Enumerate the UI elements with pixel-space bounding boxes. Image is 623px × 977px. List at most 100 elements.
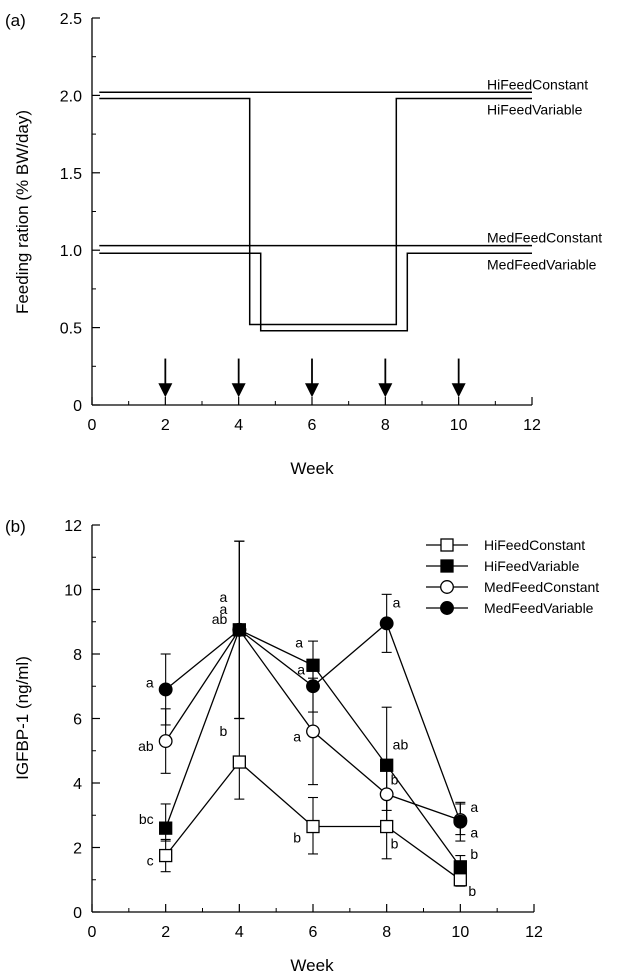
- panel-a-y-tick-label: 0: [73, 398, 82, 415]
- panel-a-label: (a): [5, 11, 26, 30]
- series-label-HiFeedConstant: HiFeedConstant: [487, 76, 588, 92]
- panel-a-y-tick-label: 0.5: [60, 321, 82, 338]
- significance-letter-HiFeedConstant: b: [293, 830, 301, 846]
- legend-marker-HiFeedConstant: [440, 538, 454, 552]
- panel-a-y-tick-label: 1.0: [60, 243, 82, 260]
- significance-letter-HiFeedConstant: b: [220, 723, 228, 739]
- panel-b-x-tick-label: 4: [235, 924, 244, 941]
- legend-marker-HiFeedVariable: [440, 559, 454, 573]
- data-point-MedFeedVariable: [379, 616, 394, 631]
- significance-letter-HiFeedVariable: a: [220, 601, 228, 617]
- significance-letter-MedFeedVariable: a: [470, 825, 478, 841]
- panel-b-x-tick-label: 8: [382, 924, 391, 941]
- panel-b-y-tick-label: 12: [64, 518, 82, 535]
- series-label-MedFeedVariable: MedFeedVariable: [487, 256, 597, 272]
- data-point-MedFeedConstant: [158, 734, 173, 749]
- panel-b-axes: 0 2 4 6 8 10 12 0 2 4 6 8 10 12: [64, 518, 543, 941]
- data-point-HiFeedConstant: [306, 819, 320, 834]
- significance-letter-HiFeedVariable: a: [295, 634, 303, 650]
- panel-a-y-tick-label: 2.5: [60, 11, 82, 28]
- panel-a-x-tick-label: 4: [234, 417, 243, 434]
- data-point-MedFeedVariable: [158, 682, 173, 697]
- sampling-arrow-head: [378, 383, 393, 398]
- panel-a-x-tick-label: 2: [161, 417, 170, 434]
- legend-label-HiFeedVariable: HiFeedVariable: [484, 558, 580, 574]
- significance-letter-HiFeedVariable: ab: [393, 736, 409, 752]
- data-point-MedFeedVariable: [306, 679, 320, 694]
- significance-letter-MedFeedConstant: a: [470, 799, 478, 815]
- panel-a-series: [99, 91, 532, 332]
- significance-letter-HiFeedConstant: c: [147, 853, 154, 869]
- data-point-MedFeedConstant: [379, 787, 394, 802]
- significance-letter-MedFeedVariable: a: [297, 661, 305, 677]
- panel-a-x-axis-label: Week: [290, 459, 334, 478]
- significance-letter-HiFeedVariable: bc: [139, 811, 154, 827]
- series-line-MedFeedVariable: [99, 252, 532, 332]
- panel-b-y-tick-label: 4: [73, 776, 82, 793]
- significance-letter-HiFeedConstant: b: [391, 836, 399, 852]
- panel-a-axes: 0 0.5 1.0 1.5 2.0 2.5 0 2 4 6 8 10 12: [60, 11, 541, 434]
- data-point-HiFeedVariable: [380, 758, 394, 772]
- significance-letter-MedFeedVariable: a: [393, 594, 401, 610]
- significance-letter-HiFeedConstant: b: [468, 883, 476, 899]
- significance-letter-MedFeedConstant: a: [293, 728, 301, 744]
- panel-a-x-tick-label: 0: [88, 417, 97, 434]
- significance-letter-MedFeedVariable: a: [146, 674, 154, 690]
- legend-label-MedFeedConstant: MedFeedConstant: [484, 579, 599, 595]
- panel-a-y-tick-label: 1.5: [60, 166, 82, 183]
- panel-a: (a) 0 0.5 1.0 1.5 2.0 2.5 0 2 4 6 8 10 12 HiFeedCons…: [5, 11, 602, 478]
- data-point-HiFeedConstant: [232, 755, 246, 769]
- legend-marker-MedFeedConstant: [440, 580, 454, 594]
- series-label-MedFeedConstant: MedFeedConstant: [487, 230, 602, 246]
- panel-a-y-axis-label: Feeding ration (% BW/day): [13, 110, 32, 314]
- panel-b-y-tick-label: 6: [73, 712, 82, 729]
- sampling-arrow-head: [451, 383, 466, 398]
- panel-b-x-axis-label: Week: [290, 956, 334, 975]
- data-point-HiFeedVariable: [453, 860, 467, 874]
- panel-b-x-tick-label: 12: [525, 924, 543, 941]
- significance-letter-MedFeedConstant: ab: [212, 611, 228, 627]
- panel-a-y-tick-label: 2.0: [60, 88, 82, 105]
- significance-letter-MedFeedConstant: b: [391, 771, 399, 787]
- legend-marker-MedFeedVariable: [440, 601, 454, 615]
- panel-b-legend: HiFeedConstant HiFeedVariable MedFeedConst…: [426, 537, 599, 616]
- sampling-arrow-head: [158, 383, 173, 398]
- significance-letter-MedFeedVariable: a: [220, 589, 228, 605]
- data-point-MedFeedConstant: [306, 724, 320, 739]
- data-point-HiFeedVariable: [306, 658, 320, 672]
- panel-b-label: (b): [5, 517, 26, 536]
- panel-a-x-tick-label: 10: [450, 417, 468, 434]
- panel-b-x-tick-label: 10: [451, 924, 469, 941]
- panel-b-y-tick-label: 10: [64, 583, 82, 600]
- data-point-HiFeedVariable: [159, 821, 173, 835]
- sampling-arrow-head: [305, 383, 319, 398]
- panel-b-x-tick-label: 0: [88, 924, 97, 941]
- panel-b-y-axis-label: IGFBP-1 (ng/ml): [13, 656, 32, 780]
- data-point-MedFeedVariable: [232, 622, 247, 637]
- panel-a-sampling-arrows: [158, 358, 466, 398]
- panel-b-y-tick-label: 8: [73, 647, 82, 664]
- panel-a-x-tick-label: 12: [523, 417, 541, 434]
- panel-b-x-tick-label: 6: [309, 924, 318, 941]
- panel-a-x-tick-label: 6: [308, 417, 317, 434]
- panel-b-x-tick-label: 2: [161, 924, 170, 941]
- data-point-HiFeedConstant: [453, 873, 467, 887]
- data-point-HiFeedConstant: [159, 848, 173, 863]
- panel-b-markers: [158, 616, 468, 887]
- series-line-HiFeedVariable: [99, 97, 532, 326]
- series-label-HiFeedVariable: HiFeedVariable: [487, 101, 583, 117]
- data-point-HiFeedConstant: [380, 819, 394, 834]
- sampling-arrow-head: [231, 383, 246, 398]
- legend-label-MedFeedVariable: MedFeedVariable: [484, 600, 594, 616]
- panel-b-y-tick-label: 0: [73, 905, 82, 922]
- panel-b-y-tick-label: 2: [73, 841, 82, 858]
- panel-a-x-tick-label: 8: [381, 417, 390, 434]
- panel-a-series-labels: HiFeedConstant HiFeedVariable MedFeedConst…: [487, 76, 602, 272]
- significance-letter-MedFeedConstant: ab: [138, 738, 154, 754]
- legend-label-HiFeedConstant: HiFeedConstant: [484, 537, 585, 553]
- data-point-MedFeedVariable: [453, 814, 468, 829]
- significance-letter-HiFeedVariable: b: [470, 846, 478, 862]
